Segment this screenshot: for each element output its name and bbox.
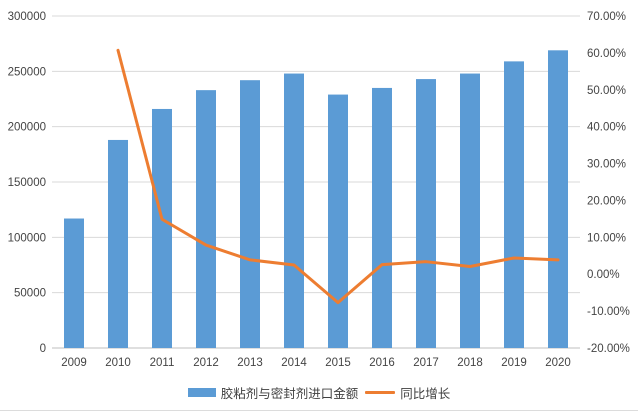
legend-item-import-amount: 胶粘剂与密封剂进口金额 — [187, 383, 359, 402]
x-tick-label-2018: 2018 — [457, 357, 483, 369]
x-tick-label-2012: 2012 — [193, 357, 219, 369]
right-axis-tick-label: 60.00% — [587, 48, 626, 60]
bar-2014 — [284, 73, 304, 349]
bar-2018 — [460, 73, 480, 349]
x-tick-label-2016: 2016 — [369, 357, 395, 369]
bar-2013 — [240, 80, 260, 348]
bar-2017 — [416, 79, 436, 348]
left-axis-tick-label: 100000 — [8, 232, 46, 244]
left-axis-tick-label: 200000 — [8, 122, 46, 134]
right-axis-tick-label: 0.00% — [587, 269, 620, 281]
right-axis-tick-label: -20.00% — [587, 343, 630, 355]
x-tick-label-2010: 2010 — [105, 357, 131, 369]
right-axis-tick-label: 10.00% — [587, 232, 626, 244]
legend-label-import-amount: 胶粘剂与密封剂进口金额 — [220, 387, 359, 401]
bar-2009 — [64, 218, 84, 348]
x-tick-label-2011: 2011 — [150, 357, 175, 369]
right-axis-tick-label: 50.00% — [587, 85, 626, 97]
bar-2019 — [504, 61, 524, 349]
bar-2015 — [328, 94, 348, 348]
x-tick-label-2017: 2017 — [413, 357, 439, 369]
right-axis-tick-label: -10.00% — [587, 306, 630, 318]
right-axis-tick-label: 40.00% — [587, 122, 626, 134]
import-amount-growth-combo-chart: 0 50000 100000 150000 200000 250000 300000 -20.… — [8, 11, 630, 369]
yoy-growth-line — [116, 48, 560, 305]
legend-item-yoy-growth: 同比增长 — [365, 383, 450, 402]
left-axis-tick-label: 250000 — [8, 66, 46, 78]
bar-2020 — [548, 50, 568, 348]
x-tick-label-2009: 2009 — [61, 357, 87, 369]
right-axis-tick-label: 30.00% — [587, 159, 626, 171]
bar-2012 — [196, 90, 216, 348]
bar-2011 — [152, 108, 172, 349]
line-series-swatch — [365, 391, 396, 394]
x-tick-label-2014: 2014 — [281, 357, 307, 369]
left-axis-tick-label: 50000 — [14, 288, 46, 300]
left-axis-tick-label: 150000 — [8, 177, 46, 189]
left-axis-tick-label: 0 — [40, 343, 46, 355]
right-axis-tick-label: 20.00% — [587, 195, 626, 207]
bar-series-swatch — [187, 388, 216, 397]
bar-2010 — [108, 139, 128, 348]
legend-label-yoy-growth: 同比增长 — [400, 387, 451, 401]
x-tick-label-2015: 2015 — [325, 357, 351, 369]
x-tick-label-2020: 2020 — [545, 357, 571, 369]
bar-2016 — [372, 87, 392, 348]
left-axis-tick-label: 300000 — [8, 11, 46, 23]
x-tick-label-2019: 2019 — [501, 357, 527, 369]
x-tick-label-2013: 2013 — [237, 357, 263, 369]
chart-legend: 胶粘剂与密封剂进口金额 同比增长 — [0, 383, 638, 402]
right-axis-tick-label: 70.00% — [587, 11, 626, 23]
